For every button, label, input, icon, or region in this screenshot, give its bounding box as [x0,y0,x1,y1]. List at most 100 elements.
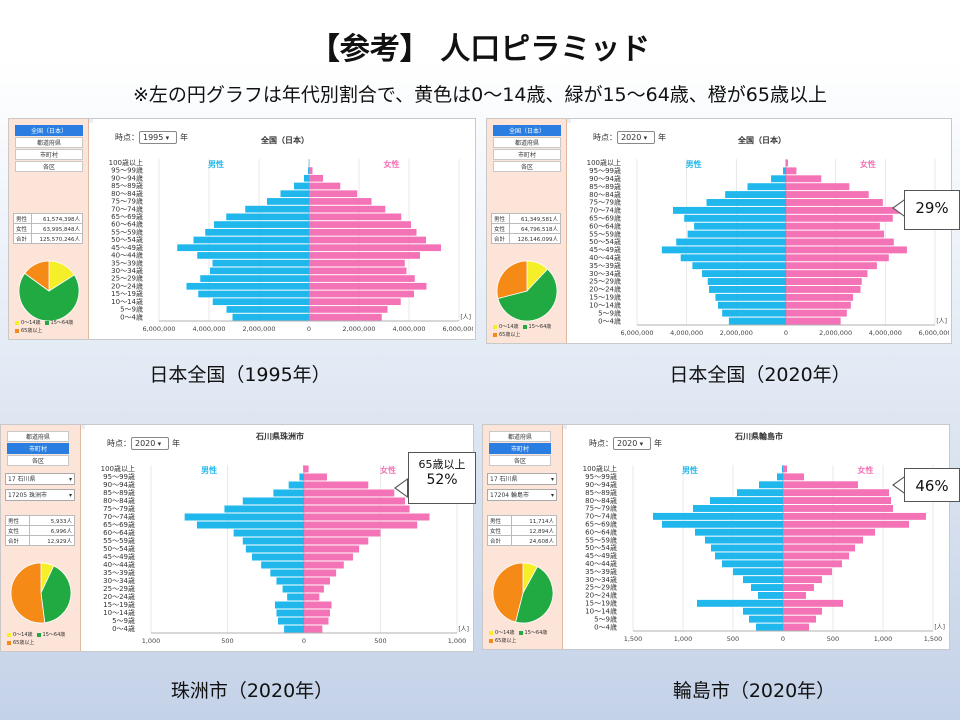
population-value: 6,996人 [29,525,75,536]
municipality-select[interactable]: 17204 輪島市 [487,489,557,502]
municipality-select[interactable]: 17205 珠洲市 [5,489,75,502]
female-bar [786,214,893,222]
male-bar [743,576,783,584]
female-bar [309,244,441,252]
female-bar [304,609,331,617]
male-bar [308,167,309,174]
x-tick-label: 2,000,000 [720,329,753,337]
sidebar-button[interactable]: 市町村 [7,443,69,454]
sidebar-button[interactable]: 各区 [493,161,561,172]
x-tick-label: 6,000,000 [142,325,175,333]
x-tick-label: 0 [781,635,785,643]
pie-legend: 0～14歳 15～64歳 65歳以上 [7,631,81,647]
male-bar [697,599,783,607]
sidebar-button[interactable]: 全国（日本） [15,125,83,136]
sidebar-button[interactable]: 全国（日本） [493,125,561,136]
pie-slice-working [515,566,554,624]
chart-title: 石川県珠洲市 [256,432,304,441]
female-bar [304,473,327,481]
unit-label: [人] [458,626,469,633]
year-select[interactable]: 1995 [139,131,177,144]
age-ratio-pie [496,260,558,322]
time-control: 時点：1995年 [115,131,188,144]
female-bar [786,293,854,301]
male-bar [303,465,304,473]
male-bar [737,489,783,497]
sidebar-button[interactable]: 市町村 [15,149,83,160]
female-bar [783,489,889,497]
population-label: 男性 [13,213,32,224]
population-row: 男性 61,349,581人 [491,213,562,224]
sidebar-button[interactable]: 各区 [7,455,69,466]
sidebar-button[interactable]: 都道府県 [7,431,69,442]
age-label: 80～84歳 [585,496,617,505]
female-bar [783,544,855,552]
male-bar [692,262,786,270]
female-bar [309,290,414,298]
female-bar [309,298,401,306]
male-bar [771,175,786,183]
population-value: 12,929人 [29,535,75,546]
female-bar [783,576,822,584]
female-bar [783,615,816,623]
x-tick-label: 2,000,000 [342,325,375,333]
male-bar [687,230,786,238]
age-label: 90～94歳 [103,480,135,489]
population-row: 女性 6,996人 [4,525,75,536]
sidebar-button[interactable]: 都道府県 [489,431,551,442]
sidebar-button[interactable]: 都道府県 [15,137,83,148]
male-bar [707,278,786,285]
legend-swatch-working [44,320,49,325]
male-bar [733,568,783,576]
male-bar [759,481,783,489]
year-select[interactable]: 2020 [131,437,169,450]
male-bar [282,585,304,593]
age-label: 45～49歳 [103,552,135,561]
male-bar [294,182,309,190]
x-tick-label: 1,500 [924,635,943,643]
callout-box: 65歳以上 52% [408,452,476,504]
unit-label: [人] [934,624,945,631]
age-label: 45～49歳 [585,551,617,560]
male-bar [715,293,786,301]
male-bar [722,309,786,317]
male-bar [783,167,786,175]
sidebar-button[interactable]: 市町村 [489,443,551,454]
male-bar [280,190,309,198]
population-pyramid: 1,000 500 0 500 1,000 [人] 男性 女性 0～4歳5～9歳10～14歳15… [101,464,469,645]
age-label: 50～54歳 [589,237,621,246]
prefecture-select[interactable]: 17 石川県 [487,473,557,486]
female-bar [786,238,894,246]
legend-label-old: 65歳以上 [21,328,43,334]
callout-pointer [892,198,906,218]
age-label: 5～9歳 [112,616,135,625]
female-bar [309,190,358,198]
sidebar-button[interactable]: 市町村 [493,149,561,160]
female-bar [304,569,337,577]
population-row: 男性 11,714人 [486,515,557,526]
age-label: 55～59歳 [111,227,143,236]
male-bar [210,267,309,275]
population-row: 女性 63,995,848人 [13,223,84,234]
x-tick-label: 2,000,000 [819,329,852,337]
legend-item-working: 15～64歳 [522,324,551,330]
female-bar [786,199,883,206]
callout-box: 29% [904,190,960,230]
chart-area: 時点：2020年石川県輪島市1,5001,00050005001,0001,50… [567,425,949,649]
male-bar [245,545,304,553]
male-bar [177,244,309,252]
age-label: 50～54歳 [103,544,135,553]
chart-area: 時点：2020年 石川県珠洲市 1,000 500 0 500 1,000 [人] 男性 女性 0～… [85,425,473,651]
sidebar-button[interactable]: 各区 [15,161,83,172]
sidebar-button[interactable]: 各区 [489,455,551,466]
pie-legend: 0～14歳 15～64歳 65歳以上 [493,323,567,339]
age-label: 65～69歳 [103,520,135,529]
female-bar [304,481,369,489]
age-ratio-pie [492,562,554,624]
prefecture-select[interactable]: 17 石川県 [5,473,75,486]
sidebar-button[interactable]: 都道府県 [493,137,561,148]
male-bar [242,497,304,505]
year-select[interactable]: 2020 [613,437,651,450]
callout-text: 52% [426,471,458,488]
year-select[interactable]: 2020 [617,131,655,144]
